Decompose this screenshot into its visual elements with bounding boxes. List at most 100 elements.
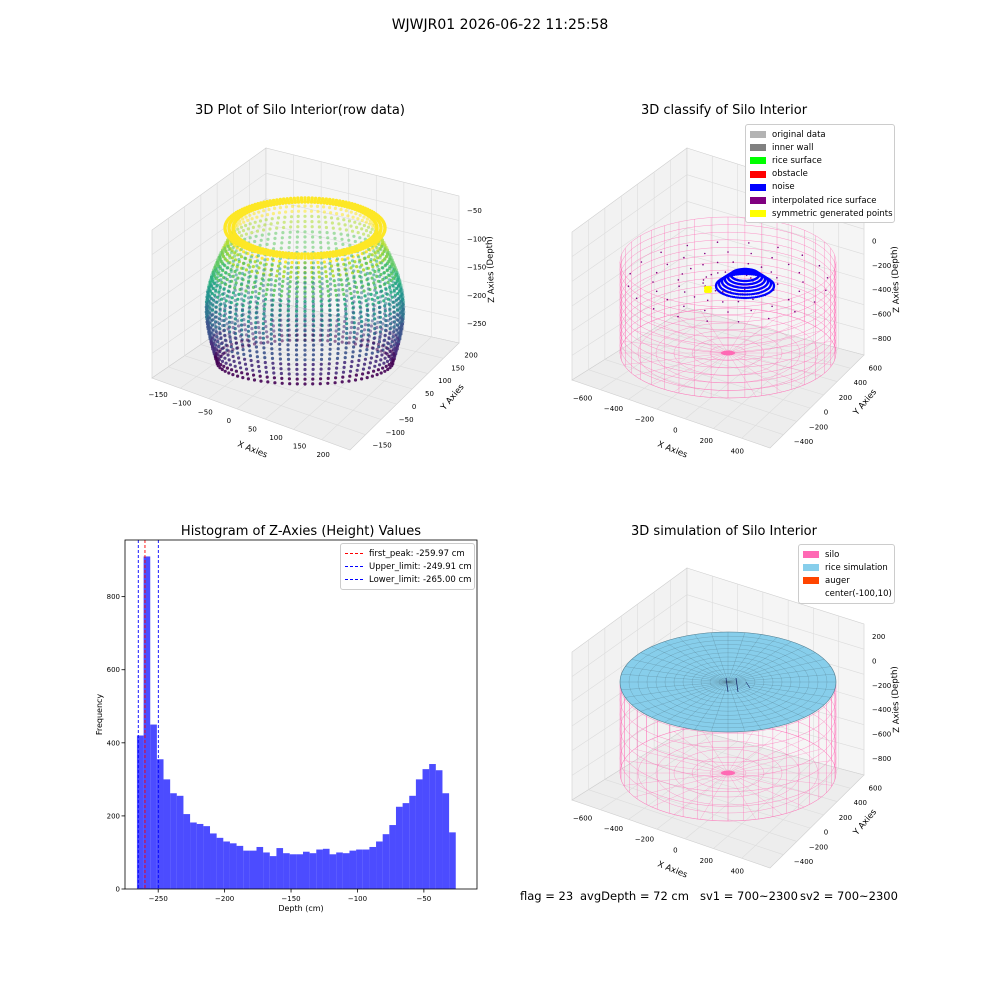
raw-point	[240, 323, 244, 327]
raw-point	[362, 232, 366, 236]
raw-point	[377, 274, 382, 279]
grid-line	[571, 174, 688, 257]
raw-point	[360, 324, 364, 328]
grid-line	[208, 312, 322, 399]
raw-point	[270, 217, 274, 221]
raw-point	[378, 300, 382, 304]
raw-point	[373, 288, 377, 292]
raw-point	[352, 279, 356, 283]
raw-point	[370, 297, 374, 301]
legend-entry: Upper_limit: -249.91 cm	[345, 560, 472, 573]
raw-point	[306, 196, 311, 200]
raw-point	[379, 332, 383, 336]
hist-bar	[236, 845, 244, 889]
raw-point	[215, 332, 219, 336]
raw-point	[319, 367, 323, 371]
raw-point	[355, 225, 359, 229]
raw-point	[365, 348, 369, 352]
rice-mesh-spoke	[727, 681, 805, 718]
raw-point	[295, 323, 299, 327]
raw-point	[256, 360, 260, 364]
raw-point	[261, 294, 265, 298]
raw-point	[225, 238, 230, 242]
raw-point	[295, 382, 299, 386]
raw-point	[378, 305, 382, 309]
raw-point	[231, 274, 235, 278]
raw-point	[262, 263, 266, 267]
raw-point	[289, 255, 293, 260]
raw-point	[213, 322, 217, 326]
raw-point	[208, 294, 212, 298]
raw-point	[253, 249, 257, 254]
raw-point	[317, 220, 321, 224]
raw-point	[311, 299, 315, 304]
raw-point	[312, 287, 316, 291]
sv1-text: sv1 = 700~2300	[700, 889, 798, 903]
grid-line	[621, 768, 811, 829]
raw-point	[350, 254, 354, 258]
raw-point	[272, 329, 276, 333]
raw-point	[342, 365, 346, 369]
raw-point	[350, 229, 355, 233]
raw-point	[208, 314, 212, 318]
interpolated-point	[677, 279, 680, 281]
raw-point	[206, 296, 210, 300]
raw-point	[356, 217, 360, 221]
interpolated-point	[802, 281, 804, 283]
interpolated-point	[801, 254, 804, 256]
raw-point	[224, 249, 228, 253]
raw-point	[388, 298, 393, 302]
raw-point	[326, 334, 330, 338]
x-tick-label: −250	[149, 895, 168, 903]
legend-label: first_peak: -259.97 cm	[369, 548, 465, 559]
raw-point	[343, 258, 347, 262]
raw-point	[318, 280, 322, 284]
noise-point	[748, 293, 751, 296]
raw-point	[340, 237, 344, 241]
rice-mesh-spoke	[727, 666, 831, 683]
raw-point	[311, 328, 315, 332]
raw-point	[220, 259, 224, 264]
raw-point	[295, 367, 299, 371]
raw-point	[220, 352, 224, 357]
raw-point	[282, 220, 286, 224]
raw-point	[327, 328, 331, 333]
raw-point	[378, 363, 382, 367]
x-tick-label: −50	[198, 408, 213, 416]
raw-point	[320, 307, 324, 311]
raw-point	[365, 217, 369, 221]
raw-point	[316, 215, 321, 219]
z-tick-label: −400	[872, 286, 891, 294]
raw-point	[213, 277, 217, 281]
sv2-text: sv2 = 700~2300	[800, 889, 898, 903]
raw-point	[269, 283, 273, 287]
interpolated-point	[771, 305, 773, 308]
raw-point	[234, 278, 238, 282]
raw-point	[340, 340, 344, 344]
raw-point	[370, 263, 374, 267]
raw-point	[324, 270, 328, 274]
raw-point	[287, 323, 291, 327]
raw-point	[286, 297, 290, 301]
raw-point	[375, 373, 379, 377]
raw-point	[395, 307, 400, 311]
raw-point	[246, 377, 250, 381]
raw-point	[353, 247, 357, 251]
raw-point	[388, 265, 392, 269]
raw-point	[270, 303, 274, 307]
interpolated-point	[666, 298, 669, 301]
raw-point	[311, 372, 315, 376]
raw-point	[375, 291, 379, 295]
raw-point	[334, 242, 338, 246]
raw-point	[218, 288, 222, 292]
raw-point	[295, 304, 299, 308]
raw-point	[376, 296, 380, 300]
raw-point	[303, 281, 307, 285]
raw-point	[382, 271, 386, 275]
raw-point	[223, 334, 227, 338]
raw-point	[357, 295, 361, 299]
raw-point	[360, 227, 364, 231]
silo-floor-spoke	[727, 352, 833, 365]
raw-point	[323, 215, 327, 219]
raw-point	[347, 238, 351, 242]
